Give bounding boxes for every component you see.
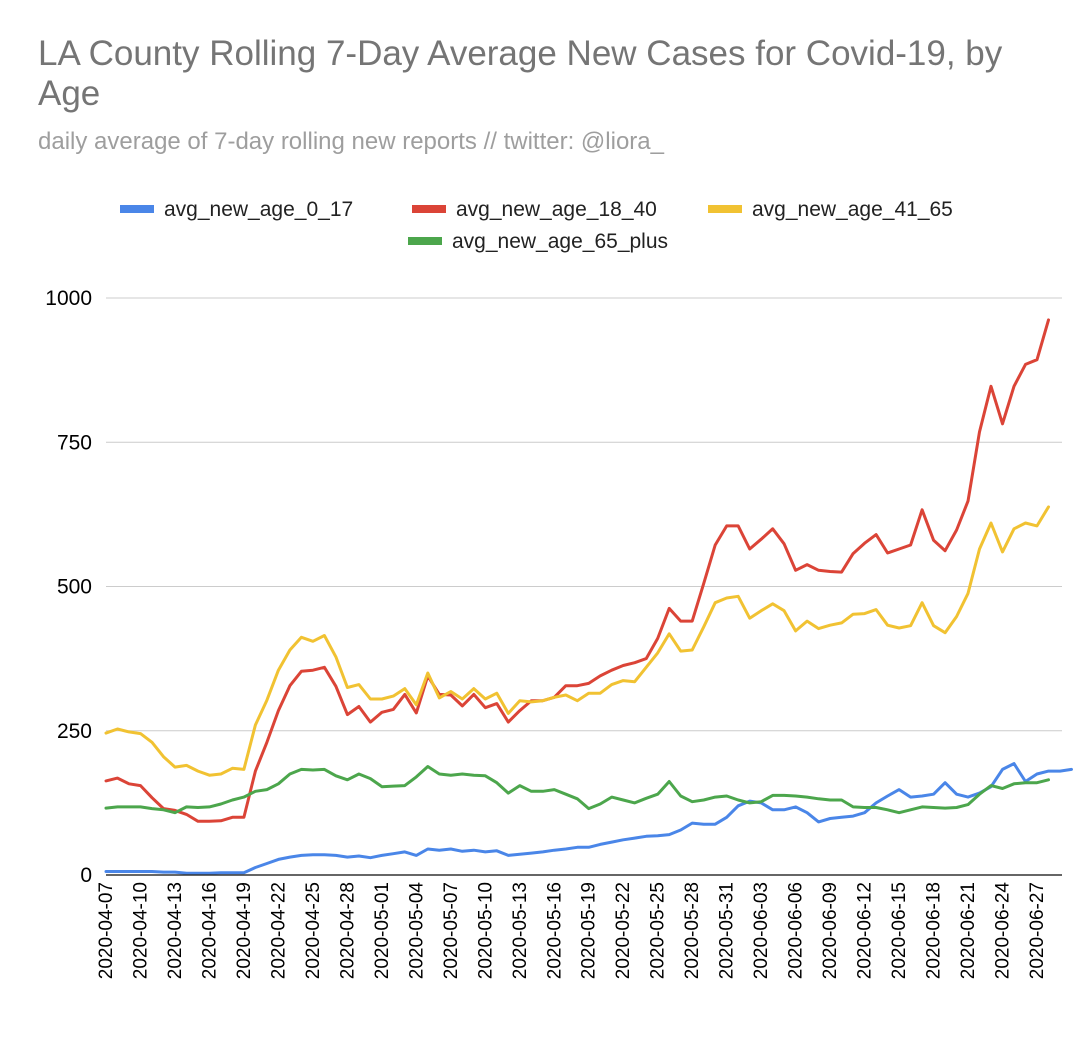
x-tick-label: 2020-04-19 [234, 882, 255, 979]
legend: avg_new_age_0_17 avg_new_age_18_40 avg_new… [120, 198, 953, 253]
x-tick-label: 2020-06-27 [1027, 882, 1048, 979]
y-tick-label: 250 [57, 720, 92, 743]
series-line-avg-new-age-18-40 [104, 318, 1050, 823]
chart-subtitle: daily average of 7-day rolling new repor… [38, 128, 664, 155]
legend-label-avg-new-age-41-65: avg_new_age_41_65 [752, 198, 953, 221]
x-tick-label: 2020-05-10 [475, 882, 496, 979]
legend-label-avg-new-age-65-plus: avg_new_age_65_plus [452, 230, 668, 253]
series-line-avg-new-age-41-65 [104, 505, 1050, 777]
x-tick-label: 2020-06-03 [751, 882, 772, 979]
x-tick-label: 2020-06-09 [820, 882, 841, 979]
gridlines [106, 297, 1062, 732]
x-tick-label: 2020-05-04 [406, 882, 427, 980]
x-tick-label: 2020-06-15 [889, 882, 910, 979]
x-tick-label: 2020-06-24 [993, 882, 1014, 980]
legend-swatch-avg-new-age-0-17 [120, 205, 154, 213]
x-tick-label: 2020-05-28 [682, 882, 703, 979]
x-tick-label: 2020-04-25 [303, 882, 324, 979]
y-tick-label: 0 [80, 864, 92, 887]
y-tick-label: 1000 [45, 287, 92, 310]
legend-swatch-avg-new-age-18-40 [412, 205, 446, 213]
legend-label-avg-new-age-0-17: avg_new_age_0_17 [164, 198, 353, 221]
x-tick-label: 2020-06-21 [958, 882, 979, 979]
y-tick-label: 500 [57, 576, 92, 599]
x-tick-label: 2020-05-13 [510, 882, 531, 979]
legend-swatch-avg-new-age-65-plus [408, 237, 442, 245]
x-tick-label: 2020-05-01 [372, 882, 393, 979]
y-axis-ticks: 0 250 500 750 1000 [45, 287, 92, 887]
x-axis-ticks: 2020-04-07 2020-04-10 2020-04-13 2020-04-16… [96, 882, 1048, 980]
x-tick-label: 2020-05-31 [717, 882, 738, 979]
x-tick-label: 2020-06-18 [924, 882, 945, 979]
series-line-avg-new-age-65-plus [104, 765, 1050, 815]
x-tick-label: 2020-04-10 [130, 882, 151, 979]
x-tick-label: 2020-06-06 [786, 882, 807, 979]
legend-label-avg-new-age-18-40: avg_new_age_18_40 [456, 198, 657, 221]
chart-title: LA County Rolling 7-Day Average New Case… [38, 34, 1003, 113]
x-tick-label: 2020-04-13 [165, 882, 186, 979]
series-line-avg-new-age-0-17 [104, 762, 1073, 875]
x-tick-label: 2020-05-19 [579, 882, 600, 979]
x-tick-label: 2020-05-22 [613, 882, 634, 979]
x-tick-label: 2020-05-07 [441, 882, 462, 979]
x-tick-label: 2020-04-22 [268, 882, 289, 979]
x-tick-label: 2020-05-16 [544, 882, 565, 979]
series-lines [104, 318, 1073, 875]
y-tick-label: 750 [57, 431, 92, 454]
x-tick-label: 2020-04-28 [337, 882, 358, 979]
x-tick-label: 2020-04-07 [96, 882, 117, 979]
x-tick-label: 2020-06-12 [855, 882, 876, 979]
x-tick-label: 2020-04-16 [199, 882, 220, 979]
x-tick-label: 2020-05-25 [648, 882, 669, 979]
legend-swatch-avg-new-age-41-65 [708, 205, 742, 213]
